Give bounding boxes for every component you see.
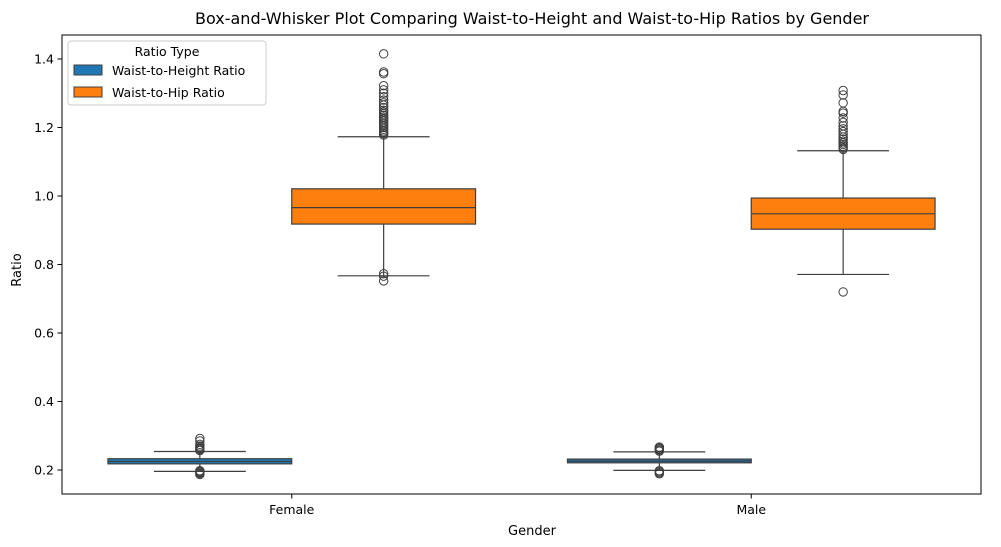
series-0-female-outlier-11 xyxy=(195,436,205,446)
y-tick-label-6: 1.4 xyxy=(34,51,54,66)
axes: 0.2 0.4 0.6 0.8 1.0 1.2 1.4 Female Male xyxy=(34,34,982,517)
series-1-female-outlier-2 xyxy=(378,269,389,279)
y-tick-label-1: 0.4 xyxy=(34,394,54,409)
y-tick-label-5: 1.2 xyxy=(34,120,54,135)
legend-entry-0: Waist-to-Height Ratio xyxy=(112,63,245,78)
series-1-female-outlier-18 xyxy=(378,105,389,116)
y-tick-label-2: 0.6 xyxy=(34,326,54,341)
series-1-female-outlier-19 xyxy=(378,102,389,113)
series-1-female-outlier-22 xyxy=(378,95,389,105)
legend-title: Ratio Type xyxy=(135,44,200,59)
x-tick-label-female: Female xyxy=(269,502,315,517)
legend-swatch-0 xyxy=(73,64,103,76)
series-0-female-outlier-10 xyxy=(195,439,205,450)
plot-area xyxy=(107,49,936,480)
series-1-male-outlier-10 xyxy=(838,126,848,137)
series-1-male-outlier-0 xyxy=(838,287,848,297)
series-1-female-outlier-23 xyxy=(378,91,389,102)
series-1-male-outlier-19 xyxy=(838,85,848,96)
series-1-female-box xyxy=(291,188,477,225)
chart-title: Box-and-Whisker Plot Comparing Waist-to-… xyxy=(195,9,869,28)
series-1-female-outlier-21 xyxy=(378,98,389,108)
y-axis-label: Ratio xyxy=(10,253,25,286)
series-0-female-outlier-4 xyxy=(195,466,205,476)
legend-entry-1: Waist-to-Hip Ratio xyxy=(112,85,225,100)
legend: Ratio Type Waist-to-Height Ratio Waist-to-… xyxy=(67,40,267,106)
x-tick-label-male: Male xyxy=(736,502,766,517)
series-1-male-outlier-14 xyxy=(838,113,848,123)
series-1-female-outlier-24 xyxy=(378,88,389,98)
y-tick-label-3: 0.8 xyxy=(34,257,54,272)
legend-swatch-1 xyxy=(73,86,103,98)
series-1-male-outlier-12 xyxy=(838,121,848,131)
y-tick-label-0: 0.2 xyxy=(34,463,54,478)
series-1-male-outlier-17 xyxy=(838,98,848,108)
series-1-female-outlier-0 xyxy=(378,276,389,286)
series-1-female-outlier-29 xyxy=(378,49,389,59)
series-1-female-outlier-1 xyxy=(378,271,389,281)
series-1-male-outlier-13 xyxy=(838,117,848,128)
x-axis-label: Gender xyxy=(508,524,557,539)
series-0-male-outlier-3 xyxy=(654,466,665,476)
series-1-female-outlier-26 xyxy=(378,80,389,91)
series-0-male-outlier-8 xyxy=(654,442,665,452)
y-tick-label-4: 1.0 xyxy=(34,188,54,203)
series-0-female-outlier-12 xyxy=(195,433,205,444)
series-1-male-outlier-11 xyxy=(838,124,848,134)
series-1-female-outlier-25 xyxy=(378,85,389,95)
legend-box xyxy=(67,40,267,106)
series-1-male-outlier-18 xyxy=(838,90,848,100)
series-1-female-outlier-28 xyxy=(378,67,389,77)
